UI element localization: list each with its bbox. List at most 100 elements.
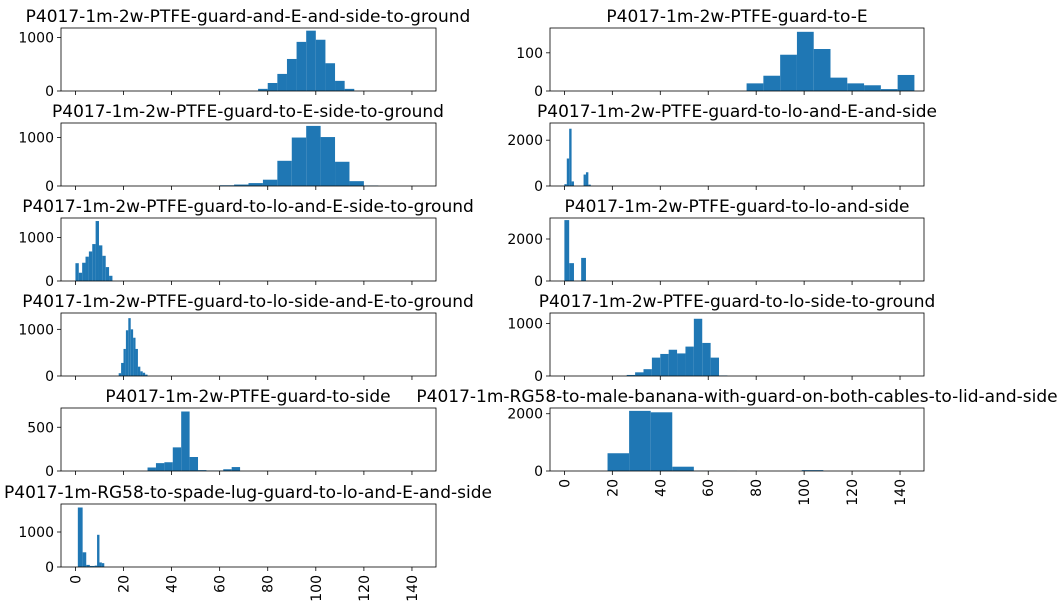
- x-tick-label: 0: [68, 575, 84, 584]
- histogram-bar: [668, 349, 678, 376]
- histogram-bar: [123, 348, 126, 376]
- x-tick-label: 80: [749, 479, 765, 497]
- x-tick-label: 100: [797, 479, 813, 506]
- plot-frame: [549, 312, 925, 377]
- x-tick-label: 100: [309, 575, 325, 602]
- histogram-bar: [118, 373, 122, 376]
- histogram-bar: [607, 453, 630, 471]
- histogram-bar: [98, 245, 103, 281]
- histogram-panel: P4017-1m-2w-PTFE-guard-to-lo-and-side 0 20…: [507, 197, 925, 290]
- y-tick-label: 0: [45, 179, 54, 195]
- histogram-bar: [650, 412, 673, 471]
- histogram-bar: [140, 371, 143, 376]
- histogram-bar: [121, 362, 124, 376]
- histogram-bar: [335, 80, 345, 91]
- x-tick-label: 120: [357, 575, 373, 602]
- histogram-bar: [95, 221, 99, 281]
- histogram-panel: P4017-1m-2w-PTFE-guard-to-lo-and-E-side-…: [18, 197, 473, 290]
- plot-frame: [549, 407, 925, 472]
- panel-title: P4017-1m-RG58-to-spade-lug-guard-to-lo-a…: [4, 483, 492, 503]
- histogram-bar: [78, 272, 83, 281]
- panel-title: P4017-1m-2w-PTFE-guard-to-E: [606, 7, 867, 27]
- y-tick-label: 0: [534, 84, 543, 100]
- y-tick-label: 0: [534, 274, 543, 290]
- histogram-bar: [344, 88, 355, 91]
- histogram-bar: [651, 357, 661, 376]
- panel-title: P4017-1m-2w-PTFE-guard-to-lo-and-side: [565, 197, 910, 217]
- histogram-bar: [137, 366, 141, 376]
- histogram-panel: P4017-1m-2w-PTFE-guard-to-side 0 500: [27, 387, 437, 480]
- histogram-bar: [130, 329, 134, 376]
- y-tick-label: 1000: [18, 31, 54, 47]
- histogram-bar: [325, 63, 336, 91]
- y-tick-label: 0: [534, 179, 543, 195]
- y-tick-label: 1000: [507, 317, 543, 333]
- histogram-panel: P4017-1m-RG58-to-male-banana-with-guard-…: [416, 387, 1057, 506]
- histogram-bar: [231, 467, 241, 471]
- y-tick-label: 0: [45, 464, 54, 480]
- histogram-bar: [306, 30, 316, 91]
- y-tick-label: 1000: [18, 231, 54, 247]
- histogram-panel: P4017-1m-2w-PTFE-guard-to-lo-side-and-E-…: [18, 292, 473, 385]
- plot-frame: [60, 312, 437, 377]
- plot-frame: [549, 217, 925, 282]
- y-tick-label: 1000: [18, 525, 54, 541]
- histogram-bar: [830, 77, 848, 91]
- histogram-bar: [128, 318, 131, 376]
- panel-title: P4017-1m-2w-PTFE-guard-to-E-side-to-grou…: [52, 102, 444, 122]
- histogram-bar: [710, 357, 720, 376]
- y-tick-label: 0: [45, 84, 54, 100]
- histogram-panel: P4017-1m-2w-PTFE-guard-and-E-and-side-to…: [18, 7, 470, 100]
- histogram-bar: [105, 267, 110, 281]
- plot-frame: [60, 503, 437, 568]
- x-tick-label: 0: [557, 479, 573, 488]
- x-tick-label: 140: [405, 575, 421, 602]
- y-tick-label: 500: [27, 420, 54, 436]
- panel-title: P4017-1m-2w-PTFE-guard-and-E-and-side-to…: [26, 7, 471, 27]
- histogram-bar: [75, 263, 79, 281]
- histogram-bar: [780, 54, 797, 91]
- plot-frame: [60, 122, 437, 187]
- histogram-bar: [155, 463, 165, 471]
- histogram-bar: [583, 174, 586, 186]
- x-tick-label: 120: [845, 479, 861, 506]
- histogram-bar: [585, 172, 589, 186]
- histogram-bar: [102, 255, 106, 281]
- histogram-bar: [864, 85, 881, 91]
- histogram-bar: [286, 58, 297, 91]
- histogram-panel: P4017-1m-RG58-to-spade-lug-guard-to-lo-a…: [4, 483, 492, 602]
- x-tick-label: 60: [213, 575, 229, 593]
- panel-title: P4017-1m-2w-PTFE-guard-to-lo-and-E-side-…: [22, 197, 474, 217]
- histogram-bar: [277, 160, 292, 186]
- histogram-bar: [92, 244, 96, 281]
- y-tick-label: 0: [45, 560, 54, 576]
- histogram-bar: [223, 469, 232, 471]
- histogram-bar: [142, 372, 146, 376]
- histogram-bar: [145, 374, 148, 376]
- histogram-bar: [571, 181, 574, 186]
- histogram-bar: [796, 31, 814, 91]
- plot-frame: [60, 27, 437, 92]
- histogram-bar: [82, 552, 87, 567]
- y-tick-label: 100: [516, 46, 543, 62]
- histogram-bar: [588, 184, 591, 186]
- histogram-bar: [626, 374, 636, 376]
- y-tick-label: 0: [45, 274, 54, 290]
- histogram-panel: P4017-1m-2w-PTFE-guard-to-E-side-to-grou…: [18, 102, 444, 195]
- histogram-bar: [89, 565, 95, 567]
- histogram-bar: [569, 263, 574, 281]
- histogram-bar: [262, 179, 278, 186]
- y-tick-label: 0: [534, 369, 543, 385]
- histogram-bar: [277, 73, 287, 91]
- histogram-bar: [847, 83, 865, 91]
- panel-title: P4017-1m-2w-PTFE-guard-to-lo-side-to-gro…: [539, 292, 936, 312]
- plot-frame: [60, 407, 437, 472]
- histogram-bar: [315, 39, 326, 91]
- x-tick-label: 20: [605, 479, 621, 497]
- histogram-bar: [147, 467, 156, 471]
- histogram-bar: [581, 257, 586, 281]
- x-tick-label: 40: [653, 479, 669, 497]
- histogram-bar: [85, 256, 89, 281]
- y-tick-label: 2000: [507, 232, 543, 248]
- histogram-bar: [198, 470, 207, 471]
